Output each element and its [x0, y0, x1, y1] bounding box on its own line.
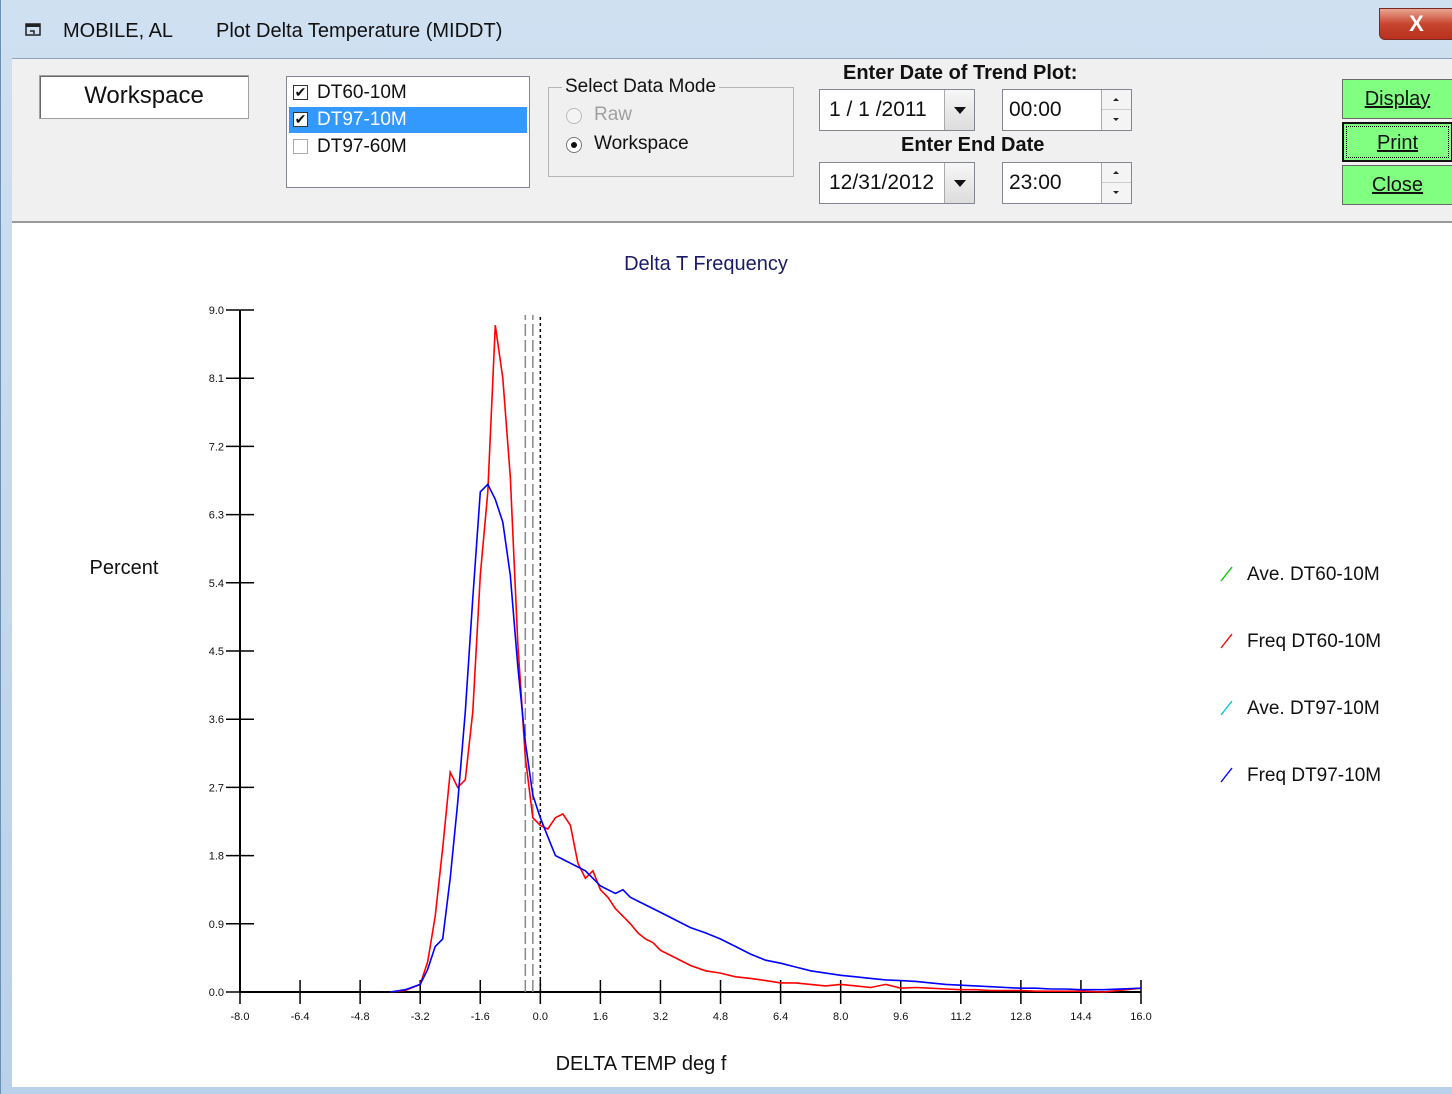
- x-tick-label: 8.0: [833, 1011, 848, 1023]
- end-date-label: Enter End Date: [901, 134, 1045, 156]
- legend-label: Ave. DT97-10M: [1247, 698, 1380, 719]
- dataset-checkbox[interactable]: [293, 139, 308, 154]
- print-button[interactable]: Print: [1342, 122, 1452, 162]
- y-tick-label: 5.4: [209, 578, 224, 590]
- x-tick-label: 11.2: [951, 1011, 972, 1023]
- series-line-freq-dt60-10m: [390, 325, 1142, 993]
- dataset-item-dt97-10m[interactable]: ✔ DT97-10M: [289, 107, 527, 133]
- y-tick-label: 0.9: [209, 919, 224, 931]
- data-mode-group: [548, 87, 794, 177]
- workspace-field[interactable]: Workspace: [39, 75, 249, 119]
- dataset-checkbox[interactable]: ✔: [293, 111, 308, 127]
- legend-swatch: [1220, 633, 1233, 649]
- x-tick-label: 9.6: [893, 1011, 908, 1023]
- dataset-item-label: DT60-10M: [317, 82, 407, 103]
- y-tick-label: 6.3: [209, 510, 224, 522]
- legend-swatch: [1220, 566, 1233, 582]
- legend: Ave. DT60-10M Freq DT60-10M Ave. DT97-10M F…: [1220, 564, 1381, 786]
- y-tick-label: 4.5: [209, 646, 224, 658]
- control-panel: Workspace ✔ DT60-10M ✔ DT97-10M DT97-60M…: [12, 59, 1452, 223]
- x-tick-label: -6.4: [291, 1011, 310, 1023]
- start-date-value: 1 / 1 /2011: [829, 98, 927, 121]
- window-close-button[interactable]: X: [1379, 8, 1452, 40]
- start-time-value: 00:00: [1009, 98, 1062, 121]
- dataset-item-label: DT97-60M: [317, 136, 407, 157]
- axes: 0.0 0.9 1.8 2.7 3.6 4.5 5.4 6.3 7.2 8.1 9.0 -8.0 -6.…: [209, 305, 1152, 1023]
- y-tick-label: 8.1: [209, 373, 224, 385]
- display-button[interactable]: Display: [1342, 79, 1452, 119]
- series-line-freq-dt97-10m: [390, 482, 1142, 993]
- series-group: [390, 315, 1142, 993]
- start-time-spinner[interactable]: [1101, 90, 1131, 130]
- x-tick-label: -8.0: [231, 1011, 250, 1023]
- spin-down-icon[interactable]: [1102, 110, 1131, 130]
- y-tick-label: 7.2: [209, 441, 224, 453]
- start-date-label: Enter Date of Trend Plot:: [843, 62, 1078, 84]
- plot-area: Delta T Frequency Percent DELTA TEMP deg…: [12, 223, 1452, 1087]
- x-tick-label: 3.2: [653, 1011, 668, 1023]
- app-icon: [25, 23, 41, 36]
- spin-up-icon[interactable]: [1102, 163, 1131, 183]
- x-tick-label: 12.8: [1010, 1011, 1031, 1023]
- legend-swatch: [1220, 767, 1233, 783]
- chevron-down-icon[interactable]: [944, 90, 974, 130]
- radio-label: Raw: [594, 104, 633, 125]
- y-axis-label: Percent: [90, 557, 159, 579]
- window-title-city: MOBILE, AL: [63, 20, 174, 42]
- radio-button: [566, 137, 582, 153]
- close-icon: X: [1409, 11, 1424, 36]
- x-tick-label: 4.8: [713, 1011, 728, 1023]
- x-tick-label: -1.6: [471, 1011, 490, 1023]
- dataset-checkbox[interactable]: ✔: [293, 84, 308, 100]
- title-bar: MOBILE, AL Plot Delta Temperature (MIDDT…: [1, 0, 1452, 58]
- x-tick-label: -3.2: [411, 1011, 430, 1023]
- client-area: Workspace ✔ DT60-10M ✔ DT97-10M DT97-60M…: [12, 58, 1452, 1087]
- legend-label: Ave. DT60-10M: [1247, 564, 1380, 585]
- radio-button: [566, 108, 582, 124]
- end-time-value: 23:00: [1009, 171, 1062, 194]
- y-tick-label: 1.8: [209, 851, 224, 863]
- end-time-field[interactable]: 23:00: [1002, 162, 1132, 204]
- start-time-field[interactable]: 00:00: [1002, 89, 1132, 131]
- y-tick-label: 9.0: [209, 305, 224, 317]
- window-title: Plot Delta Temperature (MIDDT): [216, 20, 503, 42]
- radio-raw[interactable]: Raw: [566, 104, 786, 130]
- radio-workspace[interactable]: Workspace: [566, 133, 786, 159]
- data-mode-title: Select Data Mode: [562, 76, 720, 98]
- spin-up-icon[interactable]: [1102, 90, 1131, 110]
- legend-label: Freq DT97-10M: [1247, 765, 1381, 786]
- x-tick-label: 6.4: [773, 1011, 788, 1023]
- x-axis-label: DELTA TEMP deg f: [556, 1053, 727, 1075]
- end-time-spinner[interactable]: [1101, 163, 1131, 203]
- spin-down-icon[interactable]: [1102, 183, 1131, 203]
- end-date-value: 12/31/2012: [829, 171, 935, 194]
- dataset-listbox[interactable]: ✔ DT60-10M ✔ DT97-10M DT97-60M: [286, 76, 530, 188]
- y-tick-label: 0.0: [209, 987, 224, 999]
- x-tick-label: 1.6: [593, 1011, 608, 1023]
- chevron-down-icon[interactable]: [944, 163, 974, 203]
- chart-title: Delta T Frequency: [624, 253, 788, 275]
- start-date-picker[interactable]: 1 / 1 /2011: [819, 89, 975, 131]
- radio-label: Workspace: [594, 133, 689, 154]
- x-tick-label: 0.0: [533, 1011, 548, 1023]
- x-tick-label: 16.0: [1130, 1011, 1151, 1023]
- dataset-item-dt60-10m[interactable]: ✔ DT60-10M: [289, 80, 527, 106]
- y-tick-label: 3.6: [209, 714, 224, 726]
- end-date-picker[interactable]: 12/31/2012: [819, 162, 975, 204]
- legend-swatch: [1220, 700, 1233, 716]
- y-tick-label: 2.7: [209, 782, 224, 794]
- legend-label: Freq DT60-10M: [1247, 631, 1381, 652]
- delta-t-chart: Delta T Frequency Percent DELTA TEMP deg…: [90, 253, 1382, 1075]
- x-tick-label: -4.8: [351, 1011, 370, 1023]
- dataset-item-label: DT97-10M: [317, 109, 407, 130]
- dataset-item-dt97-60m[interactable]: DT97-60M: [289, 134, 527, 160]
- x-tick-label: 14.4: [1070, 1011, 1091, 1023]
- close-button[interactable]: Close: [1342, 165, 1452, 205]
